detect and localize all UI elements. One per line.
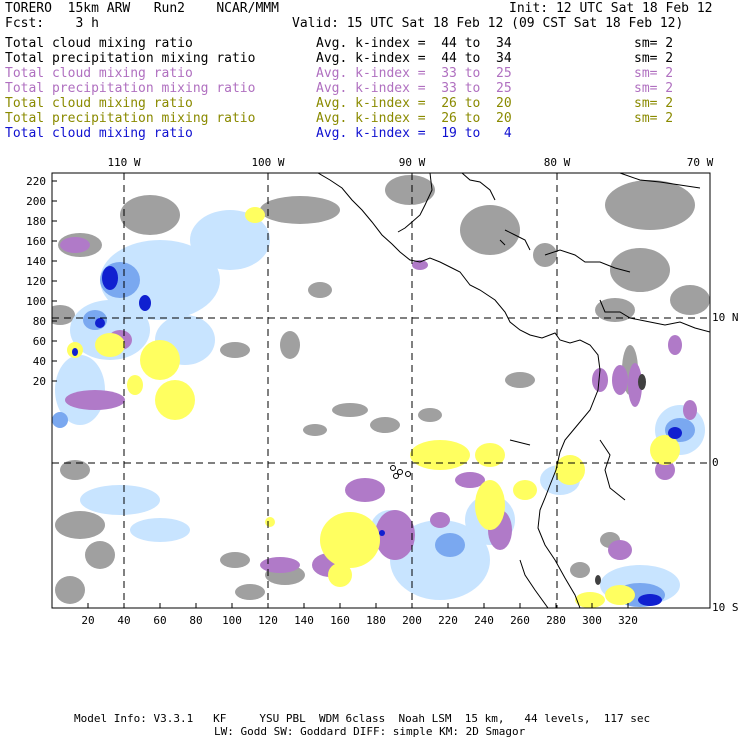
legend-sm: sm= 2 (634, 96, 674, 111)
coastlines (317, 173, 710, 608)
y-tick-label: 220 (26, 175, 46, 188)
legend-sm: sm= 2 (634, 51, 674, 66)
yellow-cloud-field (67, 207, 680, 608)
lon-label: 90 W (399, 156, 426, 169)
y-tick-label: 100 (26, 295, 46, 308)
plot-frame (51, 172, 711, 609)
x-tick-label: 140 (294, 614, 314, 627)
y-tick-label: 80 (33, 315, 46, 328)
x-tick-label: 160 (330, 614, 350, 627)
x-tick-label: 260 (510, 614, 530, 627)
y-tick-label: 160 (26, 235, 46, 248)
legend-kidx: Avg. k-index = 19 to 4 (316, 126, 512, 141)
model-title: TORERO 15km ARW Run2 NCAR/MMM (5, 1, 279, 16)
x-tick-label: 100 (222, 614, 242, 627)
legend-kidx: Avg. k-index = 33 to 25 (316, 81, 512, 96)
footer-model-info: Model Info: V3.3.1 KF YSU PBL WDM 6class… (74, 712, 651, 725)
x-tick-label: 60 (153, 614, 166, 627)
forecast-hour: Fcst: 3 h (5, 16, 99, 31)
purple-cloud-field (60, 237, 697, 577)
y-tick-label: 200 (26, 195, 46, 208)
lat-label: 10 S (712, 601, 739, 614)
y-tick-label: 120 (26, 275, 46, 288)
y-tick-label: 60 (33, 335, 46, 348)
darkgray-core (595, 374, 646, 585)
x-tick-label: 120 (258, 614, 278, 627)
legend-label: Total cloud mixing ratio (5, 66, 193, 81)
lon-label: 110 W (107, 156, 140, 169)
y-tick-label: 140 (26, 255, 46, 268)
legend-label: Total cloud mixing ratio (5, 126, 193, 141)
galapagos (390, 465, 411, 479)
legend-sm: sm= 2 (634, 111, 674, 126)
legend-kidx: Avg. k-index = 44 to 34 (316, 36, 512, 51)
footer-physics: LW: Godd SW: Goddard DIFF: simple KM: 2D… (214, 725, 526, 738)
x-tick-label: 240 (474, 614, 494, 627)
x-tick-label: 300 (582, 614, 602, 627)
x-tick-label: 200 (402, 614, 422, 627)
x-tick-label: 280 (546, 614, 566, 627)
lat-label: 0 (712, 456, 719, 469)
legend-label: Total precipitation mixing ratio (5, 51, 256, 66)
axis-labels: 110 W 100 W 90 W 80 W 70 W 10 N 0 10 S 220 200 180… (26, 156, 738, 627)
legend-label: Total precipitation mixing ratio (5, 111, 256, 126)
valid-time: Valid: 15 UTC Sat 18 Feb 12 (09 CST Sat … (292, 16, 684, 31)
legend-label: Total precipitation mixing ratio (5, 81, 256, 96)
legend-kidx: Avg. k-index = 26 to 20 (316, 111, 512, 126)
legend-label: Total cloud mixing ratio (5, 96, 193, 111)
x-tick-label: 80 (189, 614, 202, 627)
legend-kidx: Avg. k-index = 33 to 25 (316, 66, 512, 81)
x-tick-label: 40 (117, 614, 130, 627)
y-tick-label: 180 (26, 215, 46, 228)
legend-sm: sm= 2 (634, 36, 674, 51)
axis-ticks (52, 180, 629, 608)
lon-label: 80 W (544, 156, 571, 169)
y-tick-label: 20 (33, 375, 46, 388)
y-tick-label: 40 (33, 355, 46, 368)
lat-label: 10 N (712, 311, 739, 324)
legend-label: Total cloud mixing ratio (5, 36, 193, 51)
legend-kidx: Avg. k-index = 26 to 20 (316, 96, 512, 111)
legend-sm: sm= 2 (634, 81, 674, 96)
x-tick-label: 320 (618, 614, 638, 627)
x-tick-label: 220 (438, 614, 458, 627)
legend-kidx: Avg. k-index = 44 to 34 (316, 51, 512, 66)
lon-label: 100 W (251, 156, 284, 169)
legend-sm: sm= 2 (634, 66, 674, 81)
init-time: Init: 12 UTC Sat 18 Feb 12 (509, 1, 713, 16)
lon-label: 70 W (687, 156, 714, 169)
x-tick-label: 180 (366, 614, 386, 627)
lat-lon-grid (52, 173, 710, 608)
x-tick-label: 20 (81, 614, 94, 627)
darkblue-core (72, 266, 682, 606)
